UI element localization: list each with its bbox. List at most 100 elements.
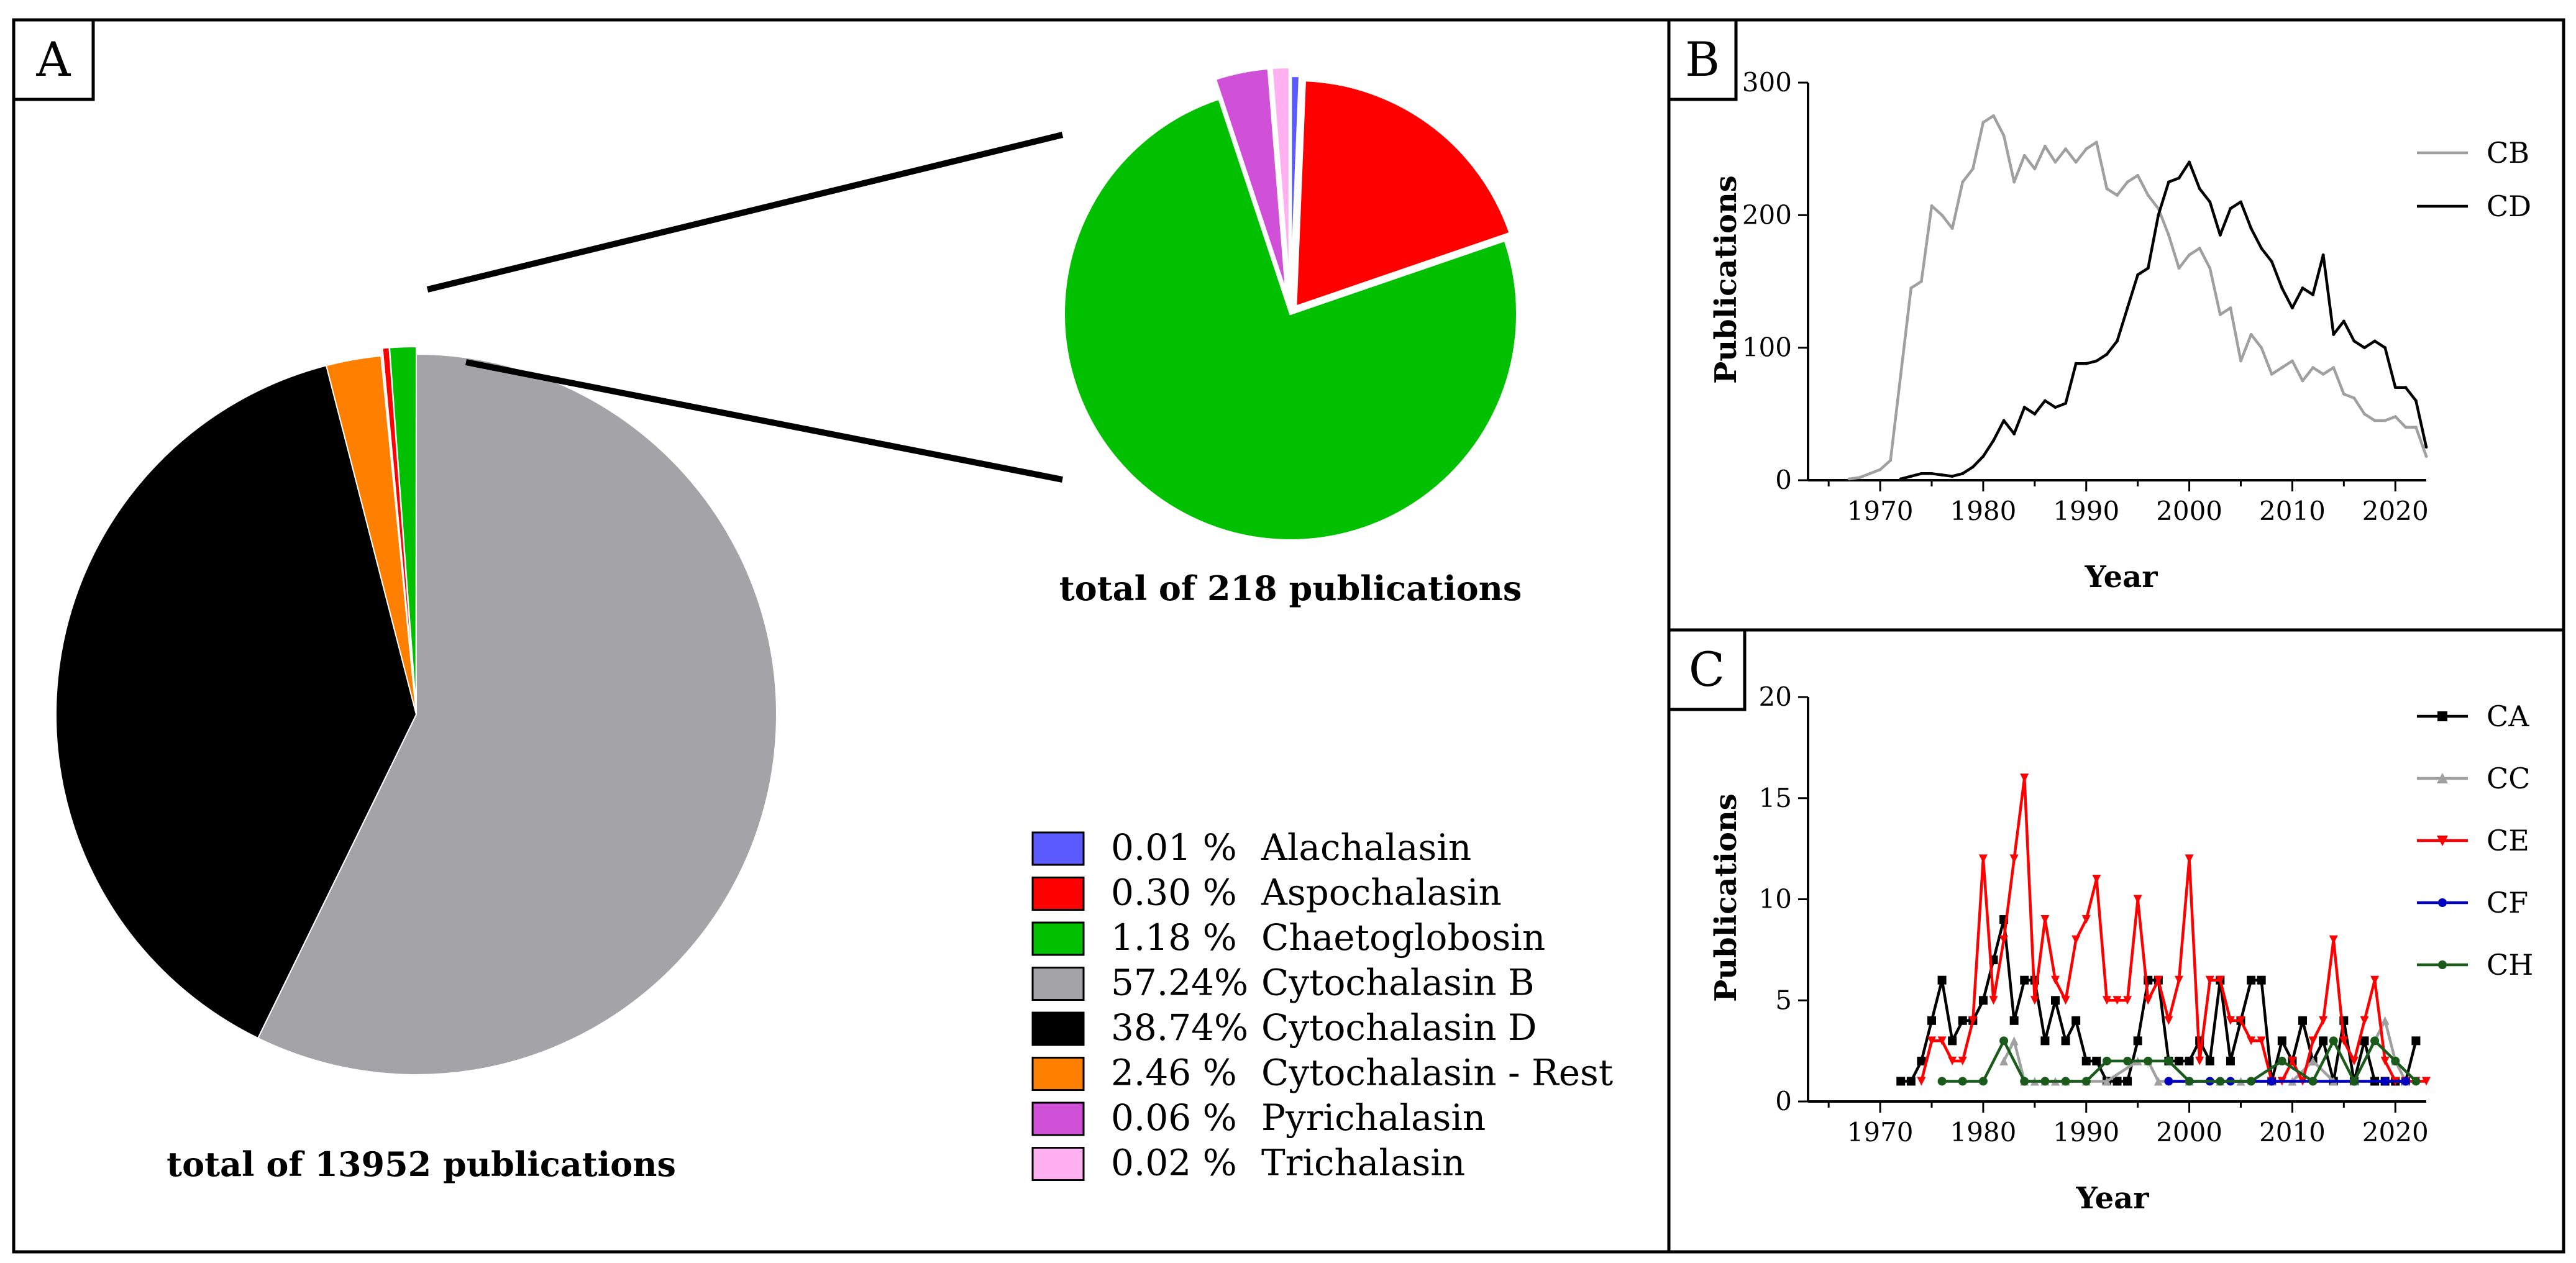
point-cb: [1961, 180, 1965, 184]
point-cb: [2074, 160, 2078, 164]
legend-swatch-chaetoglobosin: [1031, 921, 1085, 956]
point-ca: [1896, 1077, 1906, 1086]
point-ch: [2277, 1056, 2286, 1065]
point-cd: [1940, 473, 1944, 476]
legend-percent: 0.30 %: [1111, 872, 1237, 914]
point-cb: [2342, 392, 2345, 396]
point-cd: [2208, 200, 2212, 204]
point-ce: [2102, 996, 2111, 1005]
legend-marker-ch: [2438, 960, 2447, 969]
point-cb: [2352, 396, 2356, 400]
point-cd: [2198, 187, 2201, 191]
point-cd: [2373, 339, 2377, 343]
point-ce: [2247, 1036, 2256, 1046]
pie-legend: 0.01 % Alachalasin 0.30 % Aspochalasin 1.18 …: [1031, 826, 1613, 1184]
point-ca: [2123, 1077, 2132, 1086]
point-ce: [2020, 773, 2029, 783]
point-cb: [2301, 379, 2304, 383]
zoom-connector-top: [426, 132, 1064, 293]
panel-a-label-box: [12, 18, 95, 101]
point-cb: [2280, 366, 2284, 370]
legend-label: CC: [2487, 762, 2530, 795]
panel-b-label: B: [1685, 32, 1720, 87]
point-ce: [2009, 854, 2019, 864]
point-ce: [2185, 854, 2194, 864]
x-tick-label: 2020: [2362, 1117, 2429, 1147]
point-cb: [2332, 366, 2336, 370]
point-cd: [1961, 472, 1965, 475]
point-ce: [2195, 1056, 2204, 1065]
point-cb: [2404, 426, 2408, 429]
point-cd: [2033, 412, 2037, 416]
y-tick-label: 0: [1775, 1086, 1792, 1116]
legend-swatch-cytochalasin-d: [1031, 1011, 1085, 1046]
point-cd: [2167, 180, 2170, 184]
point-cb: [1950, 227, 1954, 230]
point-cb: [1930, 204, 1934, 207]
point-ch: [2185, 1077, 2194, 1086]
point-cd: [2393, 386, 2397, 390]
x-tick-label: 1990: [2053, 496, 2119, 526]
legend-marker-cc: [2437, 773, 2448, 783]
point-cd: [2404, 386, 2408, 390]
point-cd: [2188, 160, 2191, 164]
legend-label: Chaetoglobosin: [1261, 916, 1545, 959]
panel-a-label: A: [36, 32, 71, 87]
point-cb: [2105, 187, 2109, 191]
point-cb: [1899, 372, 1902, 376]
point-ce: [1999, 935, 2009, 944]
y-tick-label: 15: [1759, 783, 1792, 813]
point-cb: [1889, 458, 1893, 462]
point-ca: [2009, 1016, 2019, 1025]
point-ca: [1958, 1016, 1967, 1025]
point-cb: [2290, 359, 2294, 363]
point-ca: [2133, 1036, 2142, 1046]
main-pie: [55, 346, 777, 1075]
point-ce: [1989, 996, 1998, 1005]
point-cd: [2260, 247, 2263, 250]
point-cd: [2074, 362, 2078, 365]
point-ce: [2422, 1077, 2431, 1086]
series-line-cd: [1900, 160, 2428, 481]
legend-label: CD: [2487, 189, 2531, 223]
legend-marker-ca: [2437, 711, 2447, 721]
point-cd: [1981, 455, 1985, 458]
point-cd: [2064, 401, 2068, 405]
chart-b-xlabel: Year: [2084, 560, 2158, 595]
point-ch: [2247, 1077, 2256, 1086]
y-tick-label: 300: [1742, 67, 1792, 98]
zoom-pie-slice-chaetoglobosin: [1062, 97, 1519, 542]
point-ce: [2133, 895, 2142, 904]
x-tick-label: 1970: [1847, 1117, 1914, 1147]
point-cb: [2146, 193, 2150, 197]
legend-percent: 0.06 %: [1111, 1097, 1237, 1139]
point-cd: [2002, 419, 2006, 422]
panel-b-label-box: [1667, 18, 1738, 101]
point-ch: [1978, 1077, 1988, 1086]
zoom-pie-slice-trichalasin: [1270, 66, 1291, 294]
y-tick-label: 100: [1742, 332, 1792, 363]
point-ce: [2288, 1056, 2297, 1065]
point-cc: [2308, 1056, 2318, 1065]
point-ce: [2092, 874, 2101, 883]
point-cd: [2342, 319, 2345, 323]
point-cb: [2167, 233, 2170, 237]
point-cb: [2239, 359, 2242, 363]
legend-swatch-trichalasin: [1031, 1147, 1085, 1181]
point-ca: [2298, 1016, 2307, 1025]
legend-label: Cytochalasin D: [1261, 1006, 1537, 1049]
point-cd: [1899, 477, 1902, 481]
point-ch: [1937, 1077, 1947, 1086]
point-ce: [2030, 996, 2039, 1005]
point-ce: [2380, 1056, 2390, 1065]
point-cd: [2094, 359, 2098, 363]
point-ca: [2226, 1056, 2235, 1065]
point-cd: [2177, 176, 2181, 180]
point-cd: [2126, 306, 2129, 310]
legend-label: Alachalasin: [1261, 826, 1471, 869]
point-cb: [2053, 160, 2057, 164]
point-ce: [2071, 935, 2081, 944]
point-cc: [2102, 1077, 2111, 1086]
legend-label: Aspochalasin: [1261, 872, 1502, 914]
point-ce: [2112, 996, 2122, 1005]
